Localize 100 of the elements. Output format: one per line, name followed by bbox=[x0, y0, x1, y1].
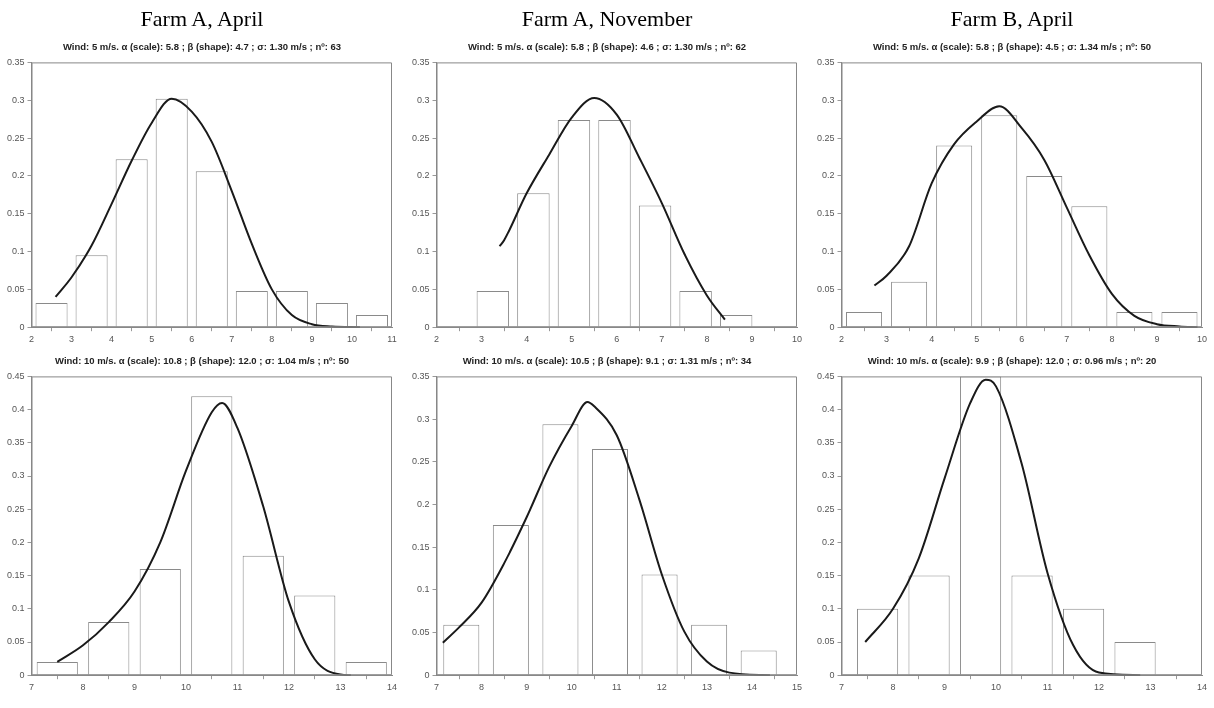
x-tick-label: 7 bbox=[659, 334, 665, 345]
x-tick-label: 4 bbox=[524, 334, 530, 345]
y-tick-label: 0.25 bbox=[411, 456, 430, 467]
x-tick-label: 4 bbox=[109, 334, 115, 345]
y-tick-label: 0.25 bbox=[6, 132, 25, 143]
y-tick-label: 0.35 bbox=[6, 437, 25, 448]
y-tick-label: 0.2 bbox=[822, 536, 835, 547]
x-tick-label: 9 bbox=[942, 682, 948, 693]
y-tick-label: 0.2 bbox=[12, 170, 25, 181]
y-tick-label: 0.2 bbox=[12, 536, 25, 547]
x-tick-label: 5 bbox=[149, 334, 155, 345]
y-tick-label: 0 bbox=[19, 321, 25, 332]
x-tick-label: 8 bbox=[479, 682, 485, 693]
x-tick-label: 4 bbox=[929, 334, 935, 345]
y-tick-label: 0.15 bbox=[411, 208, 430, 219]
y-tick-label: 0.1 bbox=[822, 603, 835, 614]
chart-subtitle: Wind: 5 m/s. α (scale): 5.8 ; β (shape): 4.6 ; σ: 1.30 m/s ; nº: 62 bbox=[467, 40, 747, 54]
x-tick-label: 7 bbox=[1064, 334, 1070, 345]
x-tick-label: 8 bbox=[269, 334, 275, 345]
x-tick-label: 12 bbox=[656, 682, 667, 693]
y-tick-label: 0.4 bbox=[12, 404, 25, 415]
y-tick-label: 0.05 bbox=[816, 636, 835, 647]
x-tick-label: 12 bbox=[284, 682, 295, 693]
y-tick-label: 0.05 bbox=[816, 283, 835, 294]
y-tick-label: 0.25 bbox=[816, 132, 835, 143]
y-tick-label: 0 bbox=[424, 321, 430, 332]
y-tick-label: 0.25 bbox=[6, 503, 25, 514]
x-tick-label: 2 bbox=[29, 334, 35, 345]
y-tick-label: 0.05 bbox=[411, 283, 430, 294]
x-tick-label: 11 bbox=[612, 682, 622, 693]
y-tick-label: 0.35 bbox=[411, 56, 430, 67]
y-tick-label: 0.35 bbox=[411, 370, 430, 381]
y-tick-label: 0.2 bbox=[417, 498, 430, 509]
y-tick-label: 0.1 bbox=[417, 584, 430, 595]
y-tick-label: 0.15 bbox=[816, 208, 835, 219]
x-tick-label: 9 bbox=[1154, 334, 1160, 345]
x-tick-label: 10 bbox=[181, 682, 192, 693]
x-tick-label: 6 bbox=[189, 334, 195, 345]
y-tick-label: 0.05 bbox=[6, 636, 25, 647]
line-series bbox=[498, 96, 726, 321]
x-tick-label: 3 bbox=[479, 334, 485, 345]
y-tick-label: 0.05 bbox=[411, 627, 430, 637]
x-tick-label: 3 bbox=[884, 334, 890, 345]
y-tick-label: 0.35 bbox=[6, 56, 25, 67]
chart-title: Farm A, April bbox=[140, 5, 264, 33]
y-tick-label: 0.2 bbox=[417, 170, 430, 181]
y-tick-label: 0.35 bbox=[816, 56, 835, 67]
y-tick-label: 0.3 bbox=[822, 470, 835, 481]
chart-subtitle: Wind: 5 m/s. α (scale): 5.8 ; β (shape): 4.5 ; σ: 1.34 m/s ; nº: 50 bbox=[872, 40, 1152, 54]
y-tick-label: 0 bbox=[829, 669, 835, 680]
y-tick-label: 0.15 bbox=[6, 570, 25, 581]
x-tick-label: 6 bbox=[1019, 334, 1025, 345]
x-tick-label: 8 bbox=[1109, 334, 1115, 345]
x-tick-label: 5 bbox=[974, 334, 980, 345]
x-tick-label: 13 bbox=[701, 682, 712, 693]
y-tick-label: 0.25 bbox=[816, 503, 835, 514]
x-tick-label: 6 bbox=[614, 334, 620, 345]
y-tick-label: 0.3 bbox=[12, 470, 25, 481]
chart-title: Farm B, April bbox=[950, 5, 1074, 33]
y-tick-label: 0.25 bbox=[411, 132, 430, 143]
x-tick-label: 8 bbox=[890, 682, 896, 693]
x-tick-label: 7 bbox=[229, 334, 235, 345]
chart-title: Wind: 10 m/s. α (scale): 9.9 ; β (shape): 12.0 ; σ: 0.96 m/s ; nº: 20 bbox=[867, 354, 1157, 368]
x-tick-label: 11 bbox=[232, 682, 243, 693]
y-tick-label: 0.4 bbox=[822, 404, 835, 415]
chart-title: Wind: 10 m/s. α (scale): 10.8 ; β (shape): 12.0 ; σ: 1.04 m/s ; nº: 50 bbox=[55, 354, 349, 368]
y-tick-label: 0 bbox=[829, 321, 835, 332]
y-tick-label: 0.1 bbox=[12, 603, 25, 614]
y-tick-label: 0.3 bbox=[12, 94, 25, 105]
x-tick-label: 11 bbox=[387, 334, 397, 345]
chart-subtitle: Wind: 5 m/s. α (scale): 5.8 ; β (shape): 4.7 ; σ: 1.30 m/s ; nº: 63 bbox=[62, 40, 342, 54]
y-tick-label: 0.45 bbox=[6, 370, 25, 381]
x-tick-label: 9 bbox=[749, 334, 755, 345]
y-tick-label: 0.45 bbox=[816, 370, 835, 381]
x-tick-label: 10 bbox=[1196, 334, 1208, 345]
x-tick-label: 12 bbox=[1094, 682, 1105, 693]
x-tick-label: 3 bbox=[69, 334, 75, 345]
chart-title: Farm A, November bbox=[521, 5, 693, 33]
y-tick-label: 0 bbox=[19, 669, 25, 680]
y-tick-label: 0.1 bbox=[417, 246, 430, 257]
x-tick-label: 14 bbox=[386, 682, 398, 693]
y-tick-label: 0.05 bbox=[6, 283, 25, 294]
y-tick-label: 0.3 bbox=[417, 413, 430, 424]
x-tick-label: 10 bbox=[346, 334, 357, 345]
x-tick-label: 9 bbox=[309, 334, 315, 345]
y-tick-label: 0.15 bbox=[816, 570, 835, 581]
x-tick-label: 2 bbox=[434, 334, 440, 345]
y-tick-label: 0.1 bbox=[12, 246, 25, 257]
y-tick-label: 0.3 bbox=[417, 94, 430, 105]
y-tick-label: 0 bbox=[424, 669, 430, 680]
x-tick-label: 11 bbox=[1042, 682, 1053, 693]
x-tick-label: 7 bbox=[839, 682, 845, 693]
x-tick-label: 14 bbox=[1196, 682, 1208, 693]
y-tick-label: 0.2 bbox=[822, 170, 835, 181]
y-tick-label: 0.1 bbox=[822, 246, 835, 257]
y-tick-label: 0.15 bbox=[411, 541, 430, 552]
x-tick-label: 8 bbox=[704, 334, 710, 345]
x-tick-label: 2 bbox=[839, 334, 845, 345]
x-tick-label: 10 bbox=[791, 334, 803, 345]
x-tick-label: 13 bbox=[335, 682, 346, 693]
